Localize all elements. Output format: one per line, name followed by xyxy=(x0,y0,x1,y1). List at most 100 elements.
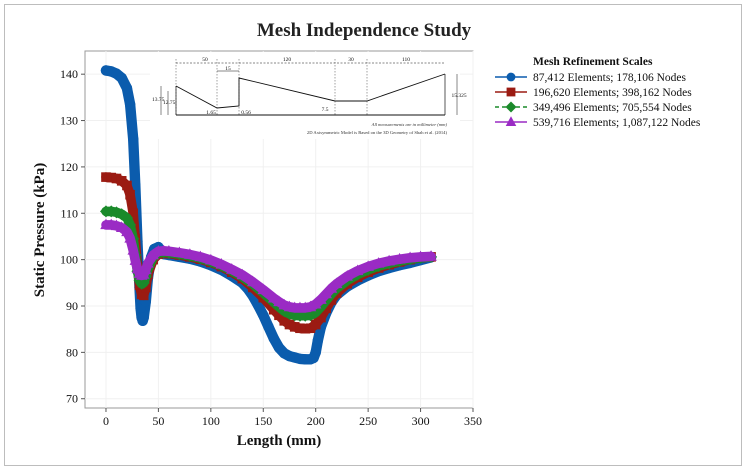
chart-title: Mesh Independence Study xyxy=(257,20,472,41)
inset-dim-label: 120 xyxy=(283,57,292,63)
data-point xyxy=(163,245,175,256)
data-point xyxy=(115,221,128,232)
data-point xyxy=(268,304,279,315)
x-tick-label: 50 xyxy=(152,414,164,428)
inset-dim-label: 12.75 xyxy=(163,100,176,106)
legend-label: 196,620 Elements; 398,162 Nodes xyxy=(533,87,692,99)
data-point xyxy=(106,172,117,183)
data-point xyxy=(125,189,135,200)
data-point xyxy=(258,310,269,321)
data-point xyxy=(383,254,395,266)
x-tick-label: 150 xyxy=(254,414,272,428)
data-point xyxy=(393,252,406,264)
data-point xyxy=(138,290,149,301)
legend-label: 349,496 Elements; 705,554 Nodes xyxy=(533,102,692,114)
legend-label: 87,412 Elements; 178,106 Nodes xyxy=(533,72,687,84)
data-point xyxy=(414,250,427,262)
inset-dim-label: 13.75 xyxy=(152,97,165,103)
data-point xyxy=(140,263,152,275)
legend-marker xyxy=(505,116,517,126)
data-point xyxy=(425,250,437,261)
data-point xyxy=(372,257,385,268)
y-tick-label: 130 xyxy=(60,114,78,128)
x-tick-label: 200 xyxy=(307,414,325,428)
data-point xyxy=(362,260,374,271)
chart-canvas: Mesh Independence Study 0 50 100 150 200 250 3… xyxy=(32,20,701,449)
x-tick-label: 100 xyxy=(202,414,220,428)
data-point xyxy=(310,347,321,358)
inset-dim-label: 15.325 xyxy=(451,93,466,99)
data-point xyxy=(127,244,139,255)
data-point xyxy=(279,316,290,326)
data-point xyxy=(247,275,259,287)
legend-marker xyxy=(506,72,516,82)
data-point xyxy=(147,248,159,260)
data-point xyxy=(351,264,364,276)
x-tick-label: 300 xyxy=(412,414,430,428)
data-point xyxy=(122,180,132,191)
data-point xyxy=(121,82,133,94)
data-point xyxy=(320,287,332,299)
x-tick-label: 250 xyxy=(359,414,377,428)
inset-background xyxy=(150,52,460,139)
geometry-inset: 50 15 120 30 110 13.75 12.75 1.65 0.56 7… xyxy=(150,52,467,139)
data-point xyxy=(284,319,295,330)
data-point xyxy=(194,250,207,262)
data-point xyxy=(289,322,300,332)
y-tick-label: 80 xyxy=(66,345,78,359)
data-point xyxy=(274,310,284,321)
data-point xyxy=(141,282,151,293)
data-point xyxy=(128,208,139,219)
data-point xyxy=(142,257,154,268)
legend: Mesh Refinement Scales 87,412 Elements; … xyxy=(495,56,701,129)
data-point xyxy=(257,283,270,295)
data-point xyxy=(226,263,238,274)
y-tick-label: 120 xyxy=(60,160,78,174)
y-tick-label: 70 xyxy=(66,392,78,406)
legend-title: Mesh Refinement Scales xyxy=(533,56,653,68)
legend-items: 87,412 Elements; 178,106 Nodes 196,620 El… xyxy=(495,72,701,129)
data-point xyxy=(341,270,353,281)
inset-note-source: 2D Axisymmetric Model is Based on the 3D… xyxy=(307,130,448,135)
inset-dim-label: 7.5 xyxy=(322,107,329,113)
data-point xyxy=(267,291,280,303)
data-point xyxy=(404,251,416,263)
chart-frame: Mesh Independence Study 0 50 100 150 200 250 3… xyxy=(4,4,742,466)
x-axis-title: Length (mm) xyxy=(237,433,322,449)
data-point xyxy=(236,268,249,280)
data-point xyxy=(263,321,274,333)
data-point xyxy=(129,254,142,265)
data-point xyxy=(330,277,343,289)
data-point xyxy=(215,258,228,269)
data-point xyxy=(312,335,323,346)
data-point xyxy=(268,333,279,344)
x-tick-label: 0 xyxy=(103,414,109,428)
series-layer xyxy=(99,65,438,365)
y-tick-label: 100 xyxy=(60,253,78,267)
y-axis-title: Static Pressure (kPa) xyxy=(32,163,48,297)
data-point xyxy=(101,172,111,182)
inset-note-units: All measurements are in millimeter (mm) xyxy=(371,122,448,127)
legend-marker xyxy=(505,101,517,113)
inset-dim-label: 1.65 xyxy=(206,110,216,116)
x-tick-label: 350 xyxy=(464,414,482,428)
legend-label: 539,716 Elements; 1,087,122 Nodes xyxy=(533,117,701,129)
data-point xyxy=(120,211,133,224)
axes: 0 50 100 150 200 250 300 350 70 80 90 100 110 120 130 1… xyxy=(60,67,482,428)
inset-dim-label: 0.56 xyxy=(241,110,251,116)
data-point xyxy=(205,253,217,265)
legend-marker xyxy=(506,87,516,97)
data-point xyxy=(305,323,316,334)
inset-dim-label: 50 xyxy=(202,57,208,63)
data-point xyxy=(315,293,327,304)
data-point xyxy=(111,173,122,184)
data-point xyxy=(252,299,264,311)
inset-dim-label: 15 xyxy=(225,66,231,72)
data-point xyxy=(116,176,127,186)
data-point xyxy=(116,72,127,84)
data-point xyxy=(300,323,311,334)
data-point xyxy=(316,312,326,323)
data-point xyxy=(128,133,139,145)
data-point xyxy=(321,303,331,314)
data-point xyxy=(310,319,321,330)
